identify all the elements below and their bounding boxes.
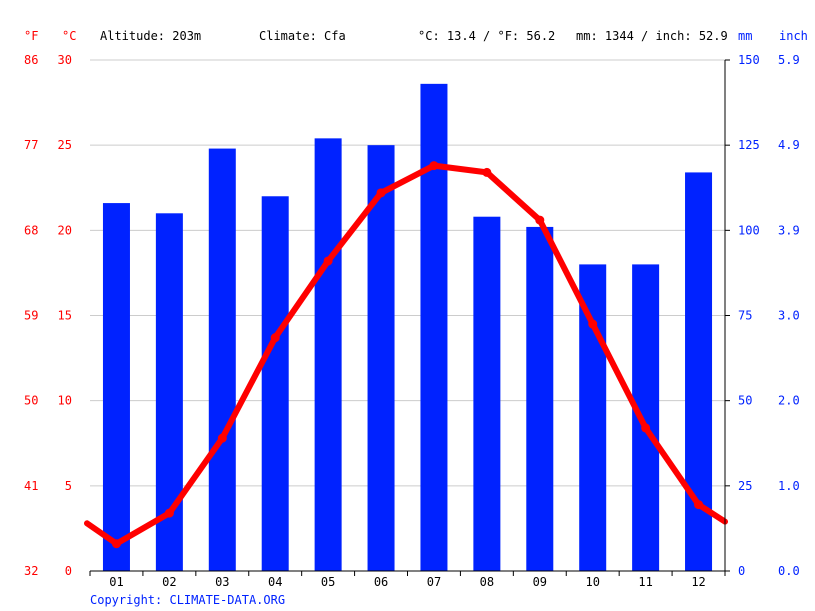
- month-label: 11: [638, 575, 652, 589]
- temperature-point: [535, 215, 545, 225]
- temperature-point: [429, 161, 439, 171]
- temperature-point: [270, 333, 280, 343]
- inch-tick-label: 0.0: [778, 564, 800, 578]
- temperature-point: [588, 319, 598, 329]
- mm-tick-label: 0: [738, 564, 745, 578]
- fahrenheit-tick-label: 50: [24, 394, 38, 408]
- month-label: 12: [691, 575, 705, 589]
- fahrenheit-tick-label: 32: [24, 564, 38, 578]
- precipitation-bar: [102, 203, 130, 571]
- precipitation-bar: [579, 264, 607, 571]
- temperature-point: [694, 500, 704, 510]
- celsius-tick-label: 0: [65, 564, 72, 578]
- precipitation-bar: [526, 226, 554, 571]
- temperature-line: [84, 161, 728, 549]
- month-label: 02: [162, 575, 176, 589]
- precipitation-bar: [473, 216, 501, 571]
- fahrenheit-tick-label: 68: [24, 223, 38, 237]
- inch-unit-label: inch: [779, 29, 808, 43]
- month-label: 09: [533, 575, 547, 589]
- fahrenheit-tick-label: 59: [24, 309, 38, 323]
- fahrenheit-unit-label: °F: [24, 29, 38, 43]
- axes: [89, 59, 730, 576]
- gridlines: [90, 59, 725, 487]
- tick-labels: 32 0 0 0.041 5 25 1.050 10 50 2.059 15 75 3.068 20 100…: [24, 53, 800, 589]
- fahrenheit-tick-label: 77: [24, 138, 38, 152]
- temperature-point: [641, 423, 651, 433]
- month-label: 10: [585, 575, 599, 589]
- celsius-unit-label: °C: [62, 29, 76, 43]
- inch-tick-label: 3.9: [778, 223, 800, 237]
- precipitation-bar: [420, 83, 448, 571]
- month-label: 06: [374, 575, 388, 589]
- precipitation-bars: [102, 83, 713, 572]
- mm-tick-label: 100: [738, 223, 760, 237]
- month-label: 07: [427, 575, 441, 589]
- climate-label: Climate: Cfa: [259, 29, 346, 43]
- month-label: 01: [109, 575, 123, 589]
- celsius-tick-label: 20: [58, 223, 72, 237]
- mm-tick-label: 75: [738, 309, 752, 323]
- celsius-tick-label: 25: [58, 138, 72, 152]
- inch-tick-label: 2.0: [778, 394, 800, 408]
- precipitation-bar: [632, 264, 660, 571]
- temperature-point: [217, 433, 227, 443]
- inch-tick-label: 1.0: [778, 479, 800, 493]
- temperature-point: [111, 539, 121, 549]
- celsius-tick-label: 30: [58, 53, 72, 67]
- temperature-point: [164, 508, 174, 518]
- inch-tick-label: 5.9: [778, 53, 800, 67]
- mm-tick-label: 150: [738, 53, 760, 67]
- inch-tick-label: 4.9: [778, 138, 800, 152]
- annual-precipitation-label: mm: 1344 / inch: 52.9: [576, 29, 728, 43]
- month-label: 05: [321, 575, 335, 589]
- month-label: 04: [268, 575, 282, 589]
- precipitation-bar: [208, 148, 236, 571]
- month-label: 03: [215, 575, 229, 589]
- temperature-point: [323, 256, 333, 266]
- altitude-label: Altitude: 203m: [100, 29, 201, 43]
- precipitation-bar: [261, 196, 289, 571]
- precipitation-bar: [367, 145, 395, 571]
- celsius-tick-label: 15: [58, 309, 72, 323]
- mm-unit-label: mm: [738, 29, 752, 43]
- average-temperature-label: °C: 13.4 / °F: 56.2: [418, 29, 555, 43]
- mm-tick-label: 125: [738, 138, 760, 152]
- celsius-tick-label: 5: [65, 479, 72, 493]
- inch-tick-label: 3.0: [778, 309, 800, 323]
- celsius-tick-label: 10: [58, 394, 72, 408]
- temperature-series-line: [84, 162, 728, 547]
- precipitation-bar: [314, 138, 342, 571]
- mm-tick-label: 50: [738, 394, 752, 408]
- copyright-link[interactable]: Copyright: CLIMATE-DATA.ORG: [90, 593, 285, 607]
- mm-tick-label: 25: [738, 479, 752, 493]
- temperature-point: [376, 188, 386, 198]
- month-label: 08: [480, 575, 494, 589]
- temperature-point: [482, 167, 492, 177]
- fahrenheit-tick-label: 41: [24, 479, 38, 493]
- fahrenheit-tick-label: 86: [24, 53, 38, 67]
